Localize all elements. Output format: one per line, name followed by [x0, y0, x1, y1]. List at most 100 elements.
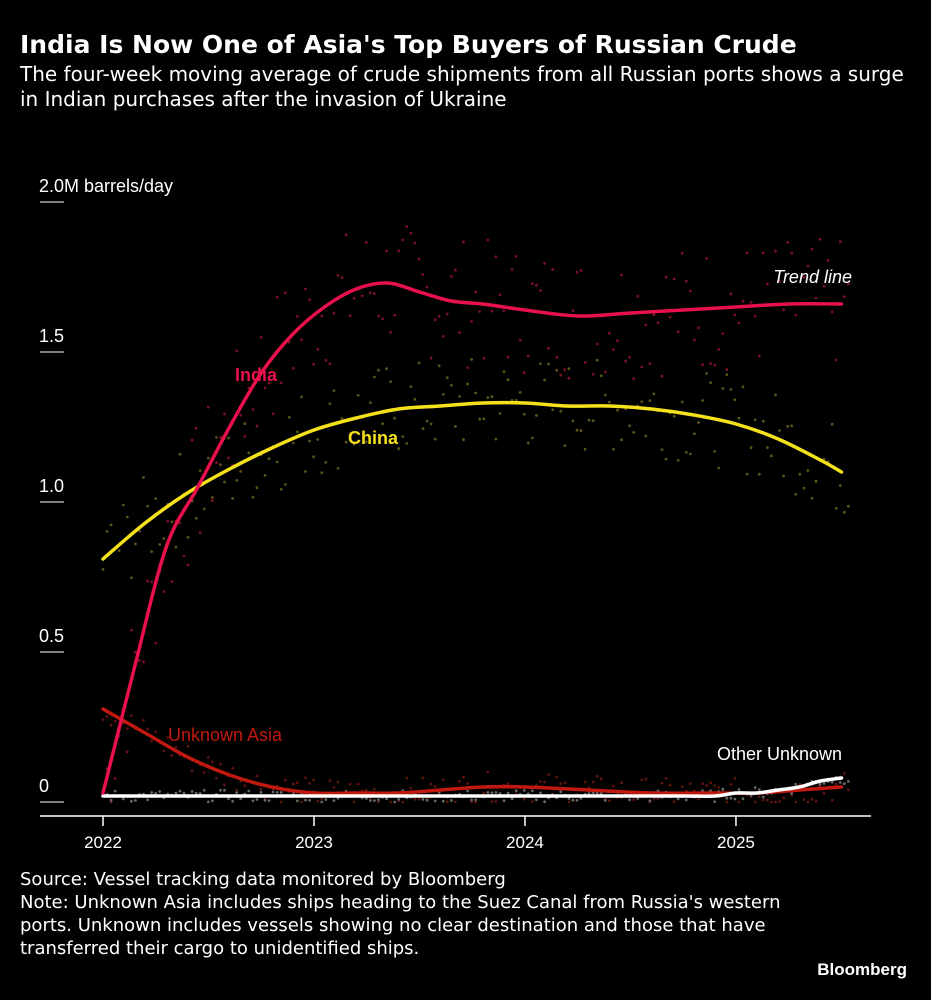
data-dot — [409, 231, 413, 235]
data-dot — [770, 454, 773, 458]
data-dot — [421, 273, 425, 276]
data-dot — [729, 388, 733, 391]
data-dot — [798, 472, 802, 476]
data-dot — [450, 799, 453, 802]
data-dot — [433, 799, 437, 803]
data-dot — [279, 800, 283, 804]
data-dot — [125, 727, 129, 730]
data-dot — [790, 424, 794, 428]
data-dot — [830, 780, 834, 784]
data-dot — [595, 791, 599, 795]
data-dot — [757, 472, 761, 476]
data-dot — [142, 660, 145, 664]
data-dot — [308, 799, 311, 802]
data-dot — [198, 531, 202, 535]
data-dot — [215, 436, 218, 439]
data-dot — [766, 282, 769, 286]
data-dot — [344, 440, 348, 444]
data-dot — [356, 393, 360, 397]
data-dot — [490, 309, 494, 313]
data-dot — [206, 756, 210, 759]
data-dot — [693, 338, 696, 342]
data-dot — [105, 715, 109, 718]
data-dot — [494, 437, 498, 441]
data-dot — [547, 773, 550, 776]
data-dot — [211, 760, 214, 764]
data-dot — [567, 797, 571, 800]
data-dot — [417, 361, 421, 365]
data-dot — [405, 442, 409, 445]
data-dot — [437, 315, 441, 318]
data-dot — [741, 797, 745, 801]
data-dot — [733, 797, 737, 801]
data-dot — [292, 782, 295, 786]
data-dot — [757, 354, 761, 358]
data-dot — [235, 788, 239, 792]
data-dot — [445, 312, 449, 316]
data-dot — [603, 393, 607, 397]
data-dot — [636, 797, 640, 800]
data-dot — [247, 451, 251, 455]
data-dot — [174, 791, 178, 795]
data-dot — [583, 447, 587, 451]
data-dot — [652, 392, 656, 396]
data-dot — [231, 799, 235, 803]
data-dot — [328, 779, 332, 783]
china-trend-line — [101, 400, 844, 561]
data-dot — [721, 787, 725, 791]
data-dot — [287, 340, 291, 344]
data-dot — [360, 294, 364, 298]
data-dot — [587, 418, 591, 422]
data-dot — [316, 799, 320, 803]
data-dot — [506, 791, 510, 795]
data-dot — [312, 778, 315, 782]
data-dot — [559, 782, 563, 786]
data-dot — [834, 782, 838, 786]
data-dot — [271, 790, 275, 794]
data-dot — [441, 778, 445, 781]
data-dot — [510, 797, 514, 801]
data-dot — [689, 289, 692, 293]
data-dot — [701, 399, 704, 402]
data-dot — [320, 800, 324, 804]
data-dot — [490, 395, 494, 398]
data-dot — [320, 471, 324, 475]
data-dot — [697, 326, 700, 330]
data-dot — [559, 409, 563, 413]
data-dot — [429, 422, 433, 426]
data-dot — [356, 782, 360, 786]
data-dot — [717, 786, 721, 789]
data-dot — [583, 780, 587, 784]
data-dot — [454, 800, 457, 804]
data-dot — [680, 785, 684, 789]
data-dot — [599, 374, 603, 378]
data-dot — [231, 766, 235, 770]
data-dot — [413, 241, 417, 245]
data-dot — [259, 787, 263, 791]
data-dot — [510, 268, 514, 271]
data-dot — [348, 314, 352, 317]
x-tick-label: 2022 — [84, 833, 122, 852]
data-dot — [130, 799, 133, 803]
data-dot — [478, 310, 482, 313]
data-dot — [146, 579, 150, 583]
data-dot — [486, 238, 490, 242]
data-dot — [251, 408, 255, 411]
data-dot — [320, 314, 324, 318]
data-dot — [324, 461, 328, 464]
data-dot — [526, 441, 530, 445]
y-tick-label: 0 — [39, 776, 49, 796]
data-dot — [620, 273, 623, 277]
data-dot — [680, 251, 684, 255]
y-tick-label: 1.5 — [39, 326, 64, 346]
india-trend-line — [101, 281, 844, 795]
trend-line-legend: Trend line — [773, 267, 852, 287]
data-dot — [458, 331, 461, 334]
data-dot — [786, 424, 789, 428]
data-dot — [231, 497, 235, 500]
data-dot — [166, 736, 170, 739]
data-dot — [656, 797, 660, 800]
data-dot — [563, 444, 567, 447]
data-dot — [547, 347, 550, 350]
data-dot — [227, 797, 231, 801]
